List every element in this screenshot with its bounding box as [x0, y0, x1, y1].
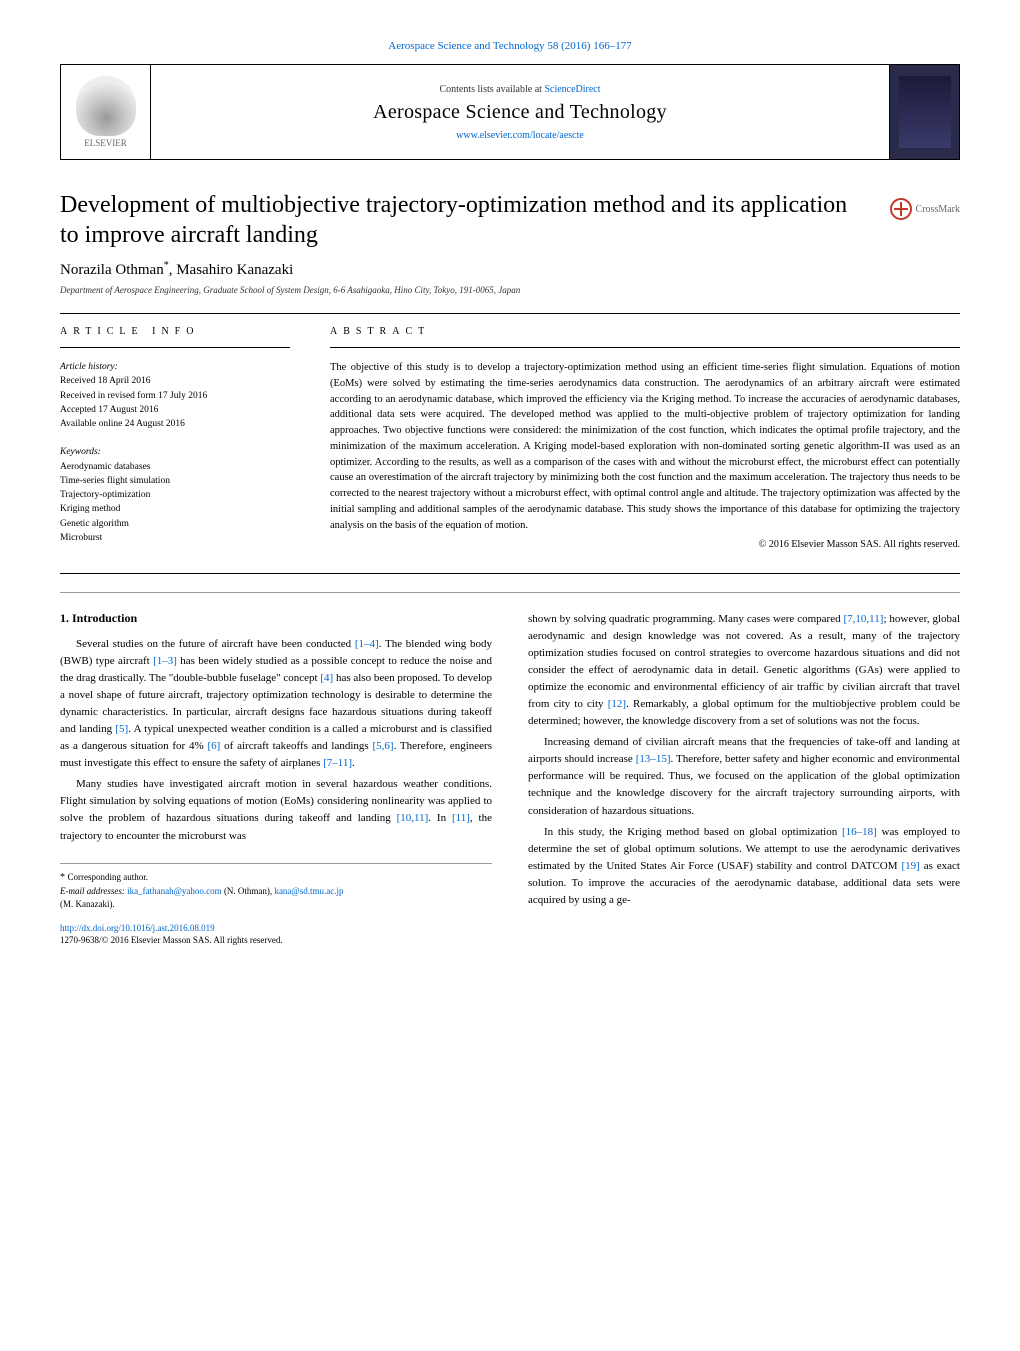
keyword-1: Aerodynamic databases — [60, 460, 290, 474]
crossmark-icon — [890, 198, 912, 220]
keywords-block: Keywords: Aerodynamic databases Time-ser… — [60, 445, 290, 545]
journal-reference: Aerospace Science and Technology 58 (201… — [60, 40, 960, 52]
intro-p5: In this study, the Kriging method based … — [528, 824, 960, 909]
intro-p1: Several studies on the future of aircraf… — [60, 636, 492, 772]
title-row: Development of multiobjective trajectory… — [60, 190, 960, 250]
header-center: Contents lists available at ScienceDirec… — [151, 65, 889, 159]
history-received: Received 18 April 2016 — [60, 374, 290, 388]
keyword-4: Kriging method — [60, 502, 290, 516]
ref-7-11[interactable]: [7–11] — [323, 757, 352, 769]
ref-1-4[interactable]: [1–4] — [355, 638, 379, 650]
right-column: shown by solving quadratic programming. … — [528, 611, 960, 947]
contents-prefix: Contents lists available at — [439, 84, 544, 95]
elsevier-tree-icon — [76, 76, 136, 136]
keyword-2: Time-series flight simulation — [60, 474, 290, 488]
sciencedirect-link[interactable]: ScienceDirect — [544, 84, 600, 95]
journal-title: Aerospace Science and Technology — [373, 101, 667, 124]
abs-divider-1 — [330, 347, 960, 348]
publisher-name: ELSEVIER — [84, 138, 127, 148]
doi-block: http://dx.doi.org/10.1016/j.ast.2016.08.… — [60, 922, 492, 947]
article-history: Article history: Received 18 April 2016 … — [60, 360, 290, 431]
divider-thin — [60, 592, 960, 593]
journal-cover-thumb — [899, 76, 951, 148]
footnotes: * Corresponding author. E-mail addresses… — [60, 863, 492, 912]
abstract-text: The objective of this study is to develo… — [330, 360, 960, 533]
issn-copyright: 1270-9638/© 2016 Elsevier Masson SAS. Al… — [60, 935, 283, 945]
affiliation: Department of Aerospace Engineering, Gra… — [60, 285, 960, 295]
ref-7-10-11[interactable]: [7,10,11] — [844, 613, 884, 625]
abstract-header: abstract — [330, 326, 960, 337]
journal-cover-cell — [889, 65, 959, 159]
star-icon: * — [60, 872, 68, 883]
keyword-3: Trajectory-optimization — [60, 488, 290, 502]
ref-6[interactable]: [6] — [208, 740, 221, 752]
info-divider-1 — [60, 347, 290, 348]
ref-1-3[interactable]: [1–3] — [153, 655, 177, 667]
ref-5[interactable]: [5] — [115, 723, 128, 735]
ref-11[interactable]: [11] — [452, 812, 470, 824]
history-label: Article history: — [60, 360, 290, 374]
keywords-label: Keywords: — [60, 445, 290, 459]
intro-p2: Many studies have investigated aircraft … — [60, 776, 492, 844]
left-column: 1. Introduction Several studies on the f… — [60, 611, 492, 947]
publisher-logo-cell: ELSEVIER — [61, 65, 151, 159]
crossmark-label: CrossMark — [916, 204, 960, 215]
email-line: E-mail addresses: ika_fathanah@yahoo.com… — [60, 885, 492, 899]
ref-10-11[interactable]: [10,11] — [397, 812, 429, 824]
corresponding-note: * Corresponding author. — [60, 870, 492, 885]
article-info-column: article info Article history: Received 1… — [60, 326, 290, 559]
authors: Norazila Othman*, Masahiro Kanazaki — [60, 260, 960, 279]
keyword-5: Genetic algorithm — [60, 517, 290, 531]
ref-4[interactable]: [4] — [320, 672, 333, 684]
crossmark-badge[interactable]: CrossMark — [890, 190, 960, 220]
intro-p4: Increasing demand of civilian aircraft m… — [528, 734, 960, 819]
author-1: Norazila Othman — [60, 262, 164, 278]
history-revised: Received in revised form 17 July 2016 — [60, 389, 290, 403]
journal-header: ELSEVIER Contents lists available at Sci… — [60, 64, 960, 160]
email-2[interactable]: kana@sd.tmu.ac.jp — [274, 886, 343, 896]
article-info-header: article info — [60, 326, 290, 337]
journal-homepage-link[interactable]: www.elsevier.com/locate/aescte — [456, 130, 584, 141]
ref-19[interactable]: [19] — [901, 860, 919, 872]
email-name-2: (M. Kanazaki). — [60, 898, 492, 912]
email-1[interactable]: ika_fathanah@yahoo.com — [127, 886, 222, 896]
abstract-copyright: © 2016 Elsevier Masson SAS. All rights r… — [330, 539, 960, 550]
keyword-6: Microburst — [60, 531, 290, 545]
email-label: E-mail addresses: — [60, 886, 125, 896]
info-abstract-row: article info Article history: Received 1… — [60, 326, 960, 559]
history-accepted: Accepted 17 August 2016 — [60, 403, 290, 417]
journal-ref-link[interactable]: Aerospace Science and Technology 58 (201… — [388, 40, 631, 52]
ref-5-6[interactable]: [5,6] — [372, 740, 393, 752]
ref-13-15[interactable]: [13–15] — [636, 753, 671, 765]
abstract-column: abstract The objective of this study is … — [330, 326, 960, 559]
intro-p3: shown by solving quadratic programming. … — [528, 611, 960, 730]
divider-bottom — [60, 573, 960, 574]
intro-heading: 1. Introduction — [60, 611, 492, 626]
body-two-columns: 1. Introduction Several studies on the f… — [60, 611, 960, 947]
ref-12[interactable]: [12] — [608, 698, 626, 710]
contents-line: Contents lists available at ScienceDirec… — [439, 84, 600, 95]
history-online: Available online 24 August 2016 — [60, 417, 290, 431]
ref-16-18[interactable]: [16–18] — [842, 826, 877, 838]
divider-top — [60, 313, 960, 314]
doi-link[interactable]: http://dx.doi.org/10.1016/j.ast.2016.08.… — [60, 923, 215, 933]
author-2: Masahiro Kanazaki — [176, 262, 293, 278]
paper-title: Development of multiobjective trajectory… — [60, 190, 870, 250]
